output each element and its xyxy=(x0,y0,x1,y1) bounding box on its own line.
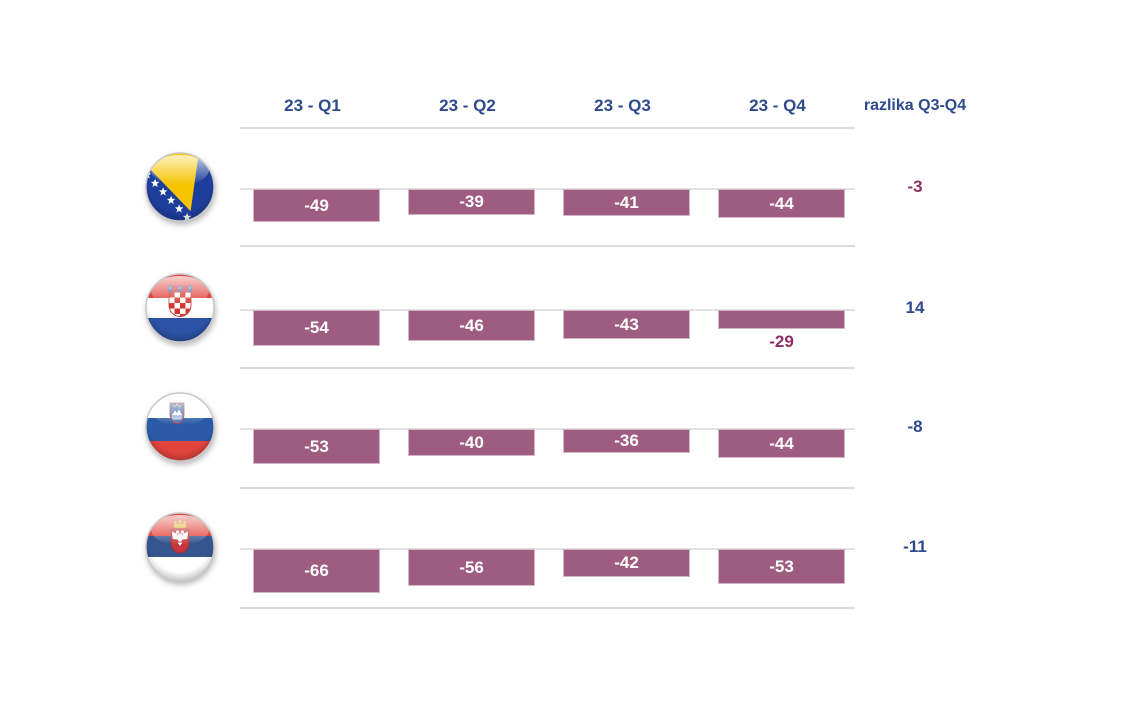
bar: -42 xyxy=(563,549,690,577)
bar-value-label: -39 xyxy=(459,192,484,211)
bar-value-label: -29 xyxy=(769,332,794,351)
croatia-flag-icon xyxy=(144,272,216,344)
bar-value-label: -56 xyxy=(459,557,484,577)
bar-value-label: -43 xyxy=(614,314,639,334)
bosnia-and-herzegovina-flag-icon xyxy=(144,151,216,223)
bar: -41 xyxy=(563,189,690,216)
diff-column-header: razlika Q3-Q4 xyxy=(863,97,967,114)
zero-line xyxy=(240,548,855,550)
bar: -44 xyxy=(718,429,845,458)
diff-value: -3 xyxy=(907,177,923,196)
bar-value-label: -44 xyxy=(769,433,794,453)
bar: -53 xyxy=(253,429,380,464)
bar-value-label: -53 xyxy=(769,556,794,576)
bar-value-label: -66 xyxy=(304,561,329,580)
row-separator xyxy=(240,487,855,489)
diff-value: -8 xyxy=(907,417,923,436)
bar: -36 xyxy=(563,429,690,453)
bar-value-label: -40 xyxy=(459,432,484,452)
header-underline xyxy=(240,127,855,129)
bar: -66 xyxy=(253,549,380,593)
row-separator xyxy=(240,607,855,609)
serbia-flag-icon xyxy=(144,511,216,583)
bar-value-label: -46 xyxy=(459,315,484,335)
bar-value-label: -53 xyxy=(304,436,329,456)
bar: -43 xyxy=(563,310,690,339)
diff-value: 14 xyxy=(905,298,925,317)
slovenia-flag-icon xyxy=(144,391,216,463)
zero-line xyxy=(240,428,855,430)
row-separator xyxy=(240,367,855,369)
bar: -44 xyxy=(718,189,845,218)
row-separator xyxy=(240,245,855,247)
zero-line xyxy=(240,309,855,311)
bar-value-label: -44 xyxy=(769,193,794,213)
column-header-23-q2: 23 - Q2 xyxy=(439,96,496,115)
bar-value-label: -54 xyxy=(304,318,329,337)
bar: -29 xyxy=(718,310,845,351)
bar-value-label: -41 xyxy=(614,192,639,212)
bar-value-label: -36 xyxy=(614,431,639,450)
column-header-23-q1: 23 - Q1 xyxy=(284,96,341,115)
bar: -49 xyxy=(253,189,380,222)
bar: -40 xyxy=(408,429,535,456)
zero-line xyxy=(240,188,855,190)
bar-value-label: -49 xyxy=(304,195,329,215)
column-header-23-q4: 23 - Q4 xyxy=(749,96,806,115)
bar-value-label: -42 xyxy=(614,553,639,572)
bar: -56 xyxy=(408,549,535,586)
diff-value: -11 xyxy=(903,537,927,556)
bar: -53 xyxy=(718,549,845,584)
bar: -54 xyxy=(253,310,380,346)
bar: -46 xyxy=(408,310,535,341)
column-header-23-q3: 23 - Q3 xyxy=(594,96,651,115)
bar: -39 xyxy=(408,189,535,215)
